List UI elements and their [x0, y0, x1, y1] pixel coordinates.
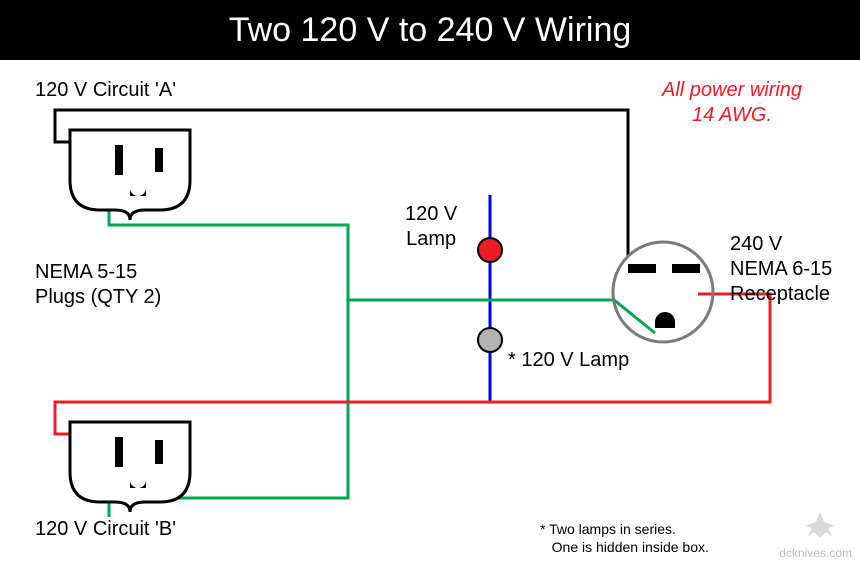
lamp-top-icon [478, 238, 502, 262]
label-lamp-bottom: * 120 V Lamp [508, 348, 629, 373]
plug-a-icon [70, 130, 190, 220]
footnote: * Two lamps in series. One is hidden ins… [540, 520, 709, 556]
label-circuit-a: 120 V Circuit 'A' [35, 78, 176, 103]
plug-b-icon [70, 422, 190, 512]
title-bar: Two 120 V to 240 V Wiring [0, 0, 860, 60]
label-circuit-b: 120 V Circuit 'B' [35, 517, 176, 542]
page-title: Two 120 V to 240 V Wiring [229, 11, 632, 50]
label-plugs: NEMA 5-15 Plugs (QTY 2) [35, 260, 161, 310]
diagram-svg [0, 60, 860, 566]
label-lamp-top: 120 V Lamp [405, 202, 457, 252]
wire-green2 [348, 300, 655, 333]
receptacle-icon [613, 242, 713, 342]
wiring-diagram: 120 V Circuit 'A' 120 V Circuit 'B' NEMA… [0, 60, 860, 566]
label-wire-note: All power wiring 14 AWG. [662, 78, 802, 128]
lamp-bottom-icon [478, 328, 502, 352]
watermark-text: dcknives.com [779, 546, 852, 560]
label-receptacle: 240 V NEMA 6-15 Receptacle [730, 232, 832, 307]
watermark-leaf-icon [806, 512, 834, 538]
